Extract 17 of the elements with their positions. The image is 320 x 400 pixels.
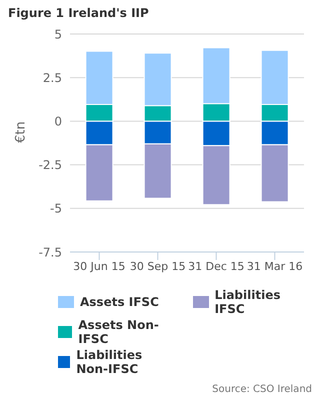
chart-title: Figure 1 Ireland's IIP bbox=[8, 6, 150, 20]
x-tick-label: 31 Dec 15 bbox=[188, 260, 244, 273]
x-tick-label: 30 Sep 15 bbox=[130, 260, 186, 273]
legend-label: Liabilities IFSC bbox=[214, 288, 282, 316]
y-tick-label: 2.5 bbox=[42, 70, 62, 85]
y-tick-label: -2.5 bbox=[38, 158, 62, 172]
y-tick-label: 5 bbox=[54, 27, 62, 42]
y-tick-label: -7.5 bbox=[38, 245, 62, 260]
legend-label: Assets Non-IFSC bbox=[77, 318, 160, 346]
x-tick-label: 31 Mar 16 bbox=[246, 260, 303, 273]
legend-label: Liabilities Non-IFSC bbox=[75, 348, 144, 376]
x-tick-label: 30 Jun 15 bbox=[73, 260, 126, 273]
legend-label: Assets IFSC bbox=[79, 294, 160, 311]
y-axis-title: €tn bbox=[14, 121, 29, 143]
source-note: Source: CSO Ireland bbox=[211, 384, 312, 395]
y-tick-label: 0 bbox=[54, 114, 62, 128]
y-tick-label: -5 bbox=[50, 202, 62, 216]
